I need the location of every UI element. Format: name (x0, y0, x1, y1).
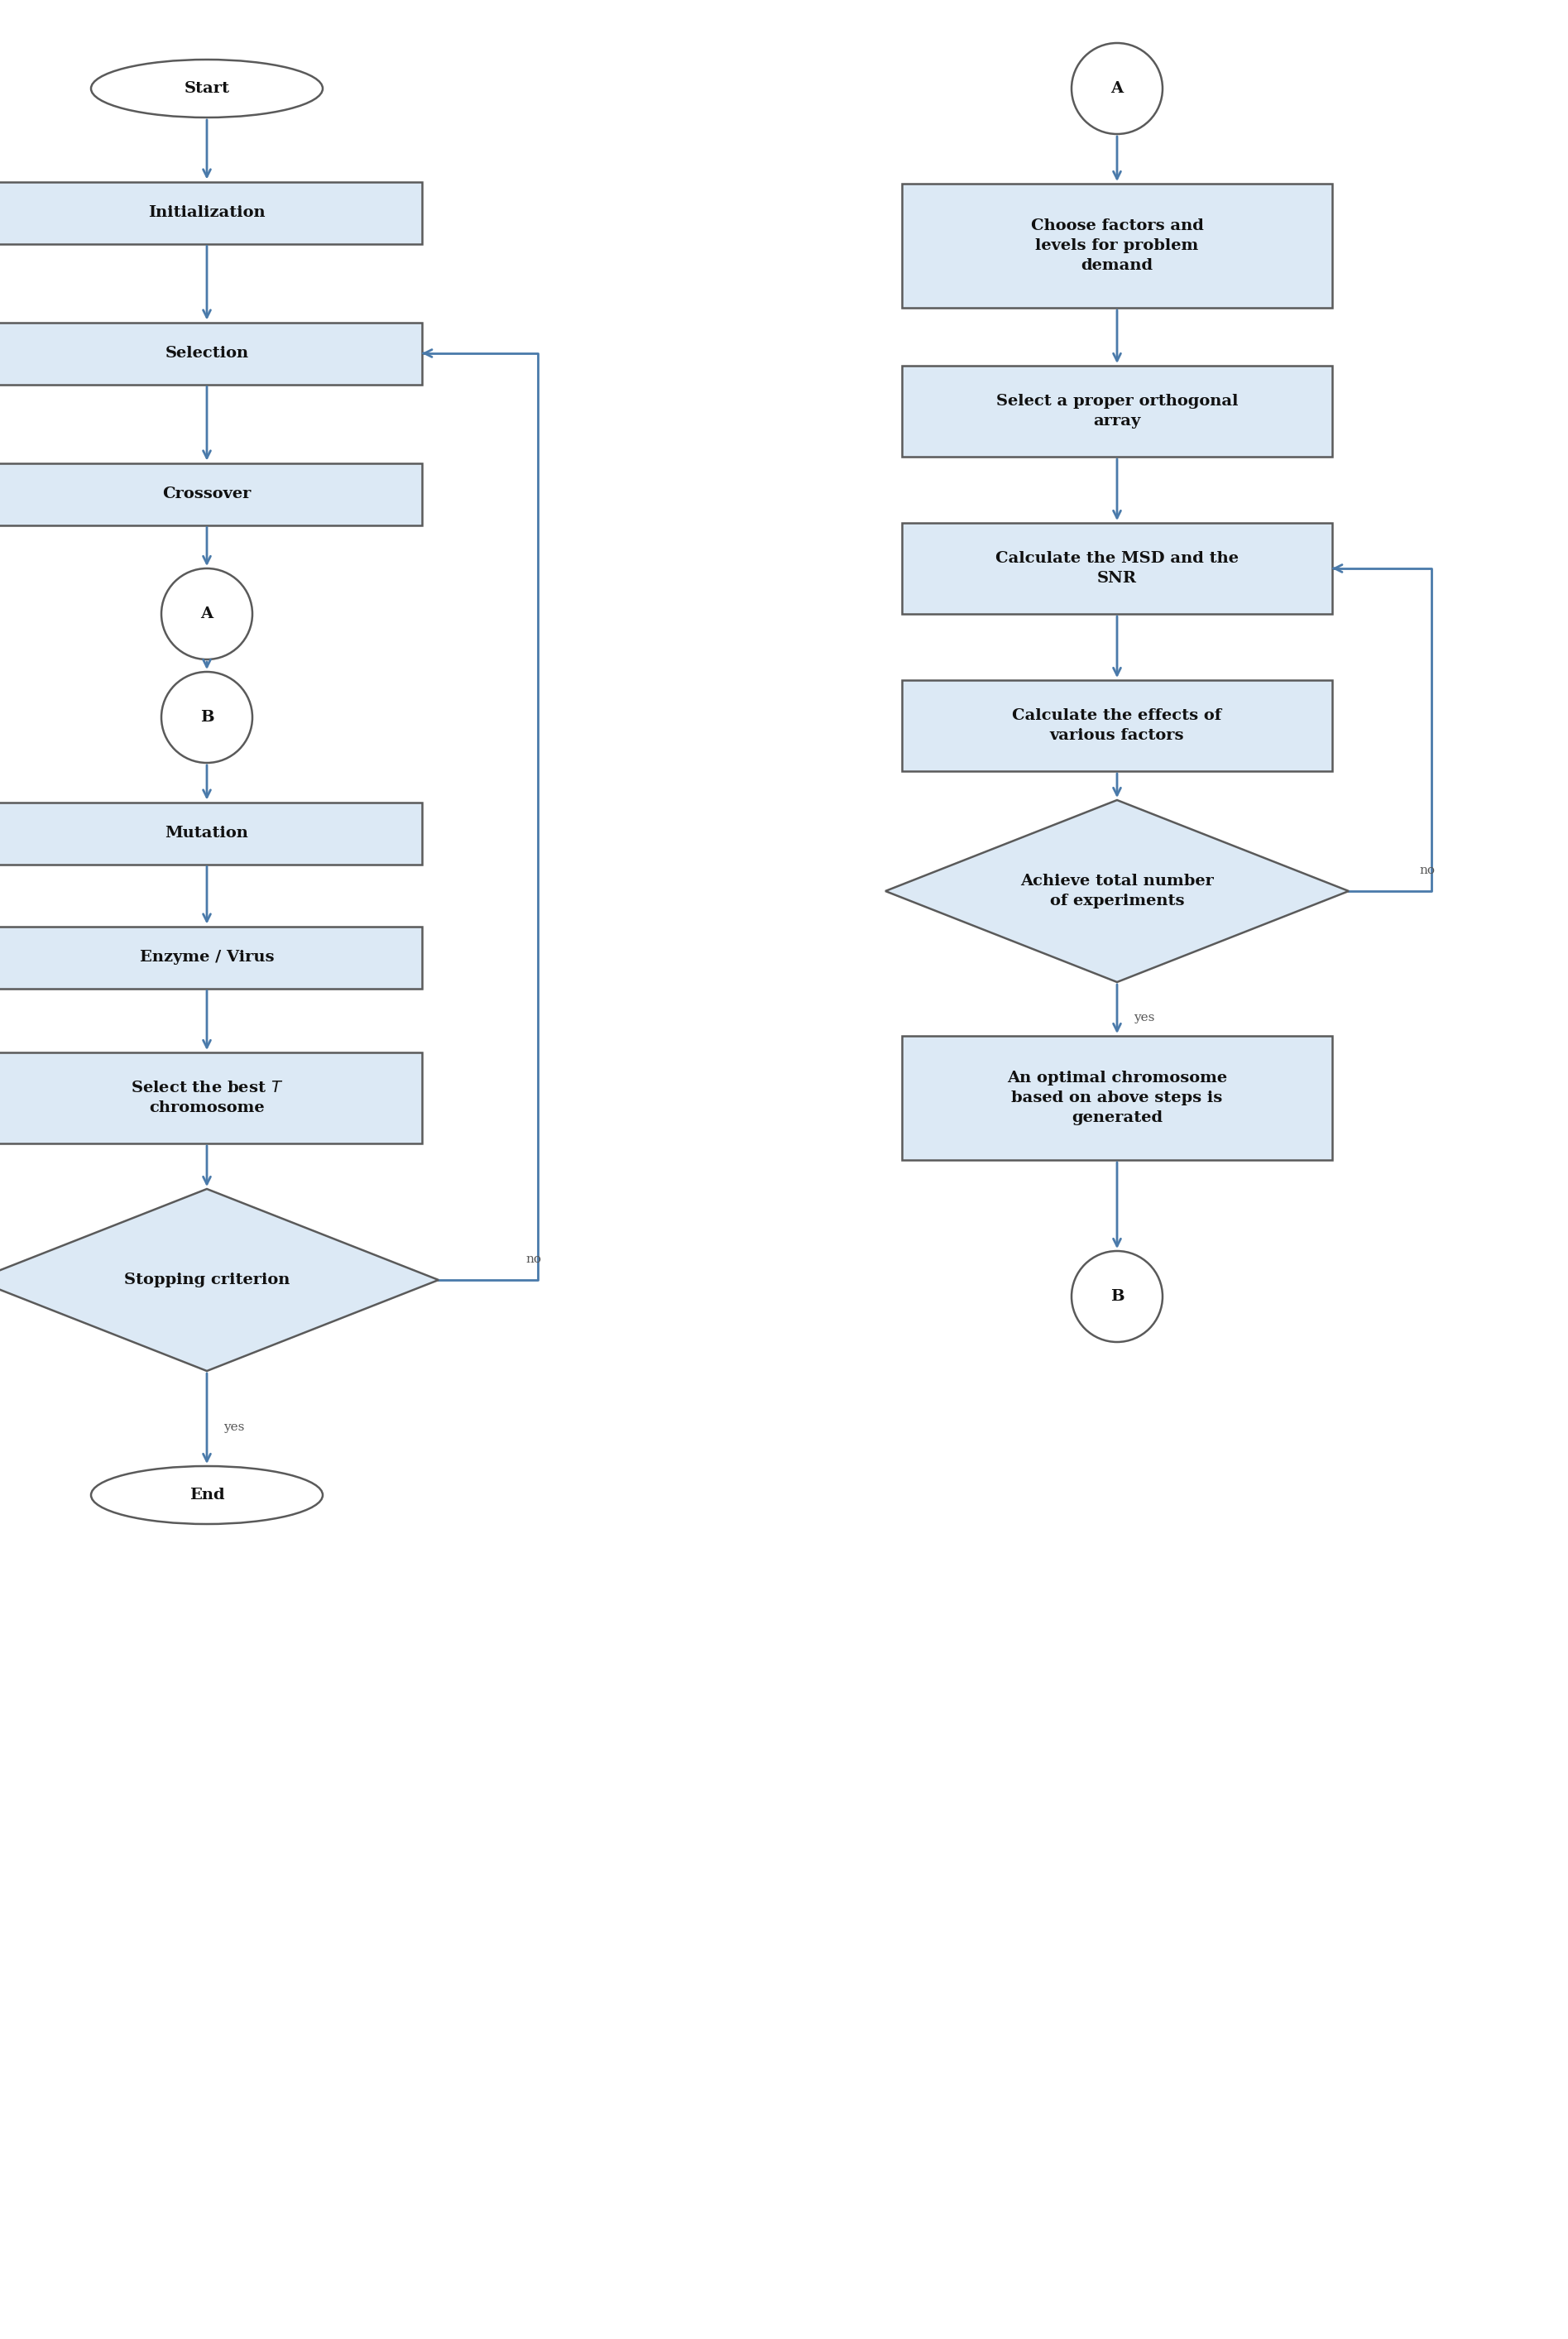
Text: yes: yes (223, 1422, 245, 1431)
Text: Choose factors and
levels for problem
demand: Choose factors and levels for problem de… (1030, 220, 1204, 274)
Text: Start: Start (183, 82, 229, 96)
FancyBboxPatch shape (902, 365, 1333, 456)
Ellipse shape (1071, 1251, 1162, 1343)
Polygon shape (0, 1188, 439, 1371)
Ellipse shape (91, 58, 323, 117)
FancyBboxPatch shape (0, 323, 422, 384)
FancyBboxPatch shape (0, 802, 422, 863)
FancyBboxPatch shape (0, 463, 422, 524)
Ellipse shape (162, 671, 252, 763)
FancyBboxPatch shape (0, 182, 422, 243)
Text: End: End (190, 1488, 224, 1502)
Text: Crossover: Crossover (163, 487, 251, 501)
Text: Stopping criterion: Stopping criterion (124, 1272, 290, 1286)
Text: Achieve total number
of experiments: Achieve total number of experiments (1021, 875, 1214, 908)
Ellipse shape (162, 568, 252, 660)
FancyBboxPatch shape (902, 681, 1333, 772)
Ellipse shape (91, 1467, 323, 1525)
Polygon shape (886, 800, 1348, 982)
Text: Mutation: Mutation (165, 826, 249, 840)
Text: An optimal chromosome
based on above steps is
generated: An optimal chromosome based on above ste… (1007, 1071, 1228, 1125)
Text: Select a proper orthogonal
array: Select a proper orthogonal array (996, 393, 1239, 428)
FancyBboxPatch shape (902, 185, 1333, 309)
Text: Selection: Selection (165, 346, 249, 360)
Text: Calculate the MSD and the
SNR: Calculate the MSD and the SNR (996, 552, 1239, 585)
FancyBboxPatch shape (902, 524, 1333, 613)
Text: Select the best $T$
chromosome: Select the best $T$ chromosome (130, 1081, 284, 1116)
FancyBboxPatch shape (0, 926, 422, 989)
Text: no: no (1419, 865, 1435, 877)
FancyBboxPatch shape (902, 1036, 1333, 1160)
Text: yes: yes (1134, 1010, 1154, 1022)
Text: A: A (1110, 82, 1123, 96)
Text: Initialization: Initialization (149, 206, 265, 220)
Text: no: no (525, 1254, 541, 1265)
Ellipse shape (1071, 42, 1162, 133)
FancyBboxPatch shape (0, 1053, 422, 1144)
Text: Enzyme / Virus: Enzyme / Virus (140, 950, 274, 964)
Text: B: B (201, 711, 213, 725)
Text: B: B (1110, 1289, 1124, 1303)
Text: A: A (201, 606, 213, 622)
Text: Calculate the effects of
various factors: Calculate the effects of various factors (1013, 709, 1221, 744)
